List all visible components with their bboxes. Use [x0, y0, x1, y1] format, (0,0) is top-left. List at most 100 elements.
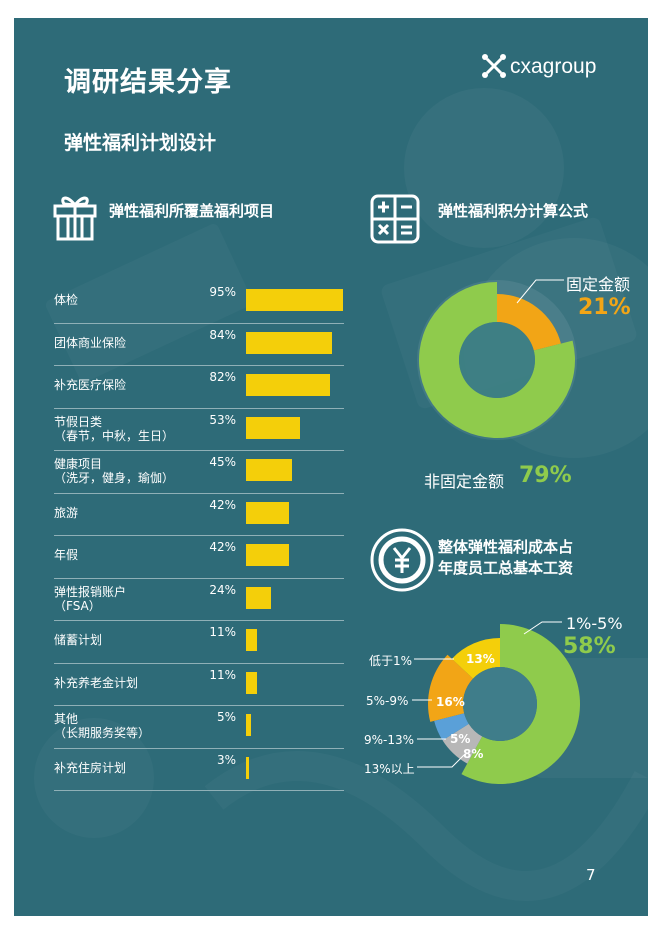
cxa-logo-icon	[482, 54, 506, 78]
yen-coin-icon	[370, 528, 434, 592]
row-separator	[54, 492, 344, 494]
benefit-bar	[246, 416, 301, 439]
row-separator	[54, 407, 344, 409]
page-number: 7	[586, 866, 596, 884]
donut-hole	[459, 322, 535, 398]
row-separator	[54, 620, 344, 621]
benefit-bar	[246, 374, 330, 396]
benefit-label: 储蓄计划	[54, 633, 102, 647]
fixed-amount-label: 固定金额	[566, 275, 631, 294]
label-9-13: 9%-13%	[364, 733, 415, 747]
row-separator	[54, 705, 344, 706]
benefit-pct: 53%	[209, 412, 236, 427]
fixed-amount-slice	[497, 294, 561, 351]
fixed-leader-line	[516, 279, 564, 304]
benefit-label: 旅游	[54, 506, 78, 520]
cost-title-line2: 年度员工总基本工资	[438, 559, 574, 577]
benefit-label-main: 弹性报销账户	[54, 584, 127, 599]
benefit-bar	[246, 714, 252, 736]
benefit-bar	[246, 756, 250, 779]
benefit-pct: 5%	[216, 710, 236, 724]
benefit-label-sub: （FSA）	[54, 598, 101, 613]
slice-text-5-9: 16%	[436, 695, 465, 709]
benefit-pct: 84%	[209, 327, 236, 342]
benefit-pct: 95%	[209, 285, 236, 299]
benefit-label: 年假	[54, 548, 78, 562]
benefit-bar	[246, 501, 289, 524]
page-panel: 调研结果分享 cxagroup 弹性福利计划设计 弹性福利所覆盖福利项目	[14, 18, 648, 916]
benefit-label-sub: （洗牙，健身，瑜伽）	[54, 471, 175, 485]
slice-1-5	[461, 624, 580, 785]
nonfixed-amount-slice	[419, 282, 575, 438]
benefit-bar	[246, 331, 332, 354]
benefit-bar	[246, 671, 258, 694]
benefit-label: 健康项目 （洗牙，健身，瑜伽）	[54, 457, 174, 485]
benefit-pct: 3%	[216, 752, 236, 767]
benefit-pct: 11%	[209, 625, 236, 639]
row-separator	[54, 535, 344, 536]
slice-5-9	[428, 654, 474, 722]
gift-icon	[53, 196, 97, 241]
label-gt13: 13%以上	[364, 762, 415, 776]
gt13-leader-line	[417, 754, 465, 768]
benefit-bar	[246, 459, 292, 481]
row-separator	[54, 322, 344, 324]
benefit-label-main: 旅游	[54, 505, 79, 520]
slice-text-gt13: 8%	[463, 747, 484, 761]
cost-title-line1: 整体弹性福利成本占	[438, 538, 574, 556]
benefit-label: 节假日类 （春节，中秋，生日）	[54, 415, 174, 443]
benefit-label-main: 其他	[54, 712, 79, 726]
benefit-label: 补充养老金计划	[54, 676, 138, 690]
formula-title: 弹性福利积分计算公式	[438, 202, 589, 220]
row-separator	[54, 365, 344, 366]
benefit-bar	[246, 544, 289, 566]
benefit-label-sub: （春节，中秋，生日）	[54, 428, 175, 443]
row-separator	[54, 747, 344, 749]
slice-text-lt1: 13%	[466, 652, 495, 666]
benefit-label-main: 补充住房计划	[54, 760, 127, 775]
benefit-label: 弹性报销账户 （FSA）	[54, 585, 126, 613]
cost-donut-chart	[412, 621, 580, 785]
benefit-label: 体检	[54, 293, 78, 307]
row-separator	[54, 790, 344, 791]
benefit-label-main: 健康项目	[54, 457, 103, 471]
benefit-pct: 45%	[209, 455, 236, 469]
benefit-pct: 42%	[209, 497, 236, 512]
benefit-label: 团体商业保险	[54, 336, 126, 350]
benefit-pct: 42%	[209, 540, 236, 554]
page-title: 调研结果分享	[64, 67, 232, 98]
benefit-pct: 82%	[209, 370, 236, 384]
row-separator	[54, 450, 344, 451]
benefit-bar	[246, 586, 271, 609]
benefit-label-main: 补充养老金计划	[54, 675, 139, 690]
row-separator	[54, 662, 344, 664]
benefit-label-main: 补充医疗保险	[54, 378, 127, 392]
benefit-bar	[246, 289, 343, 311]
donut-hole	[463, 667, 537, 741]
cost-main-label: 1%-5%	[566, 614, 623, 633]
calculator-icon	[370, 194, 420, 244]
coverage-title: 弹性福利所覆盖福利项目	[109, 202, 275, 220]
logo-text: cxagroup	[510, 55, 597, 78]
benefit-label-sub: （长期服务奖等）	[54, 726, 151, 740]
benefit-label: 其他 （长期服务奖等）	[54, 712, 150, 740]
slice-lt1	[451, 638, 500, 679]
section-subtitle: 弹性福利计划设计	[64, 132, 217, 154]
cost-main-pct: 58%	[563, 634, 616, 659]
fixed-amount-pct: 21%	[578, 295, 631, 320]
benefit-label-main: 团体商业保险	[54, 335, 127, 350]
coverage-bar-chart: 体检 95% 团体商业保险 84% 补充医疗保险 82% 节假日类 （春节，中秋，生日） 53%…	[14, 18, 648, 916]
benefit-bar	[246, 629, 258, 651]
label-lt1: 低于1%	[369, 654, 413, 668]
nonfixed-amount-pct: 79%	[519, 463, 572, 488]
benefit-label: 补充住房计划	[54, 761, 126, 775]
benefit-label: 补充医疗保险	[54, 378, 126, 392]
nonfixed-amount-label: 非固定金额	[424, 472, 505, 491]
benefit-label-main: 节假日类	[54, 414, 103, 429]
main-leader-line	[523, 621, 562, 635]
benefit-pct: 11%	[209, 667, 236, 682]
slice-text-9-13: 5%	[450, 732, 471, 746]
benefit-label-main: 年假	[54, 548, 79, 562]
benefit-label-main: 体检	[54, 293, 79, 307]
benefit-label-main: 储蓄计划	[54, 633, 103, 647]
